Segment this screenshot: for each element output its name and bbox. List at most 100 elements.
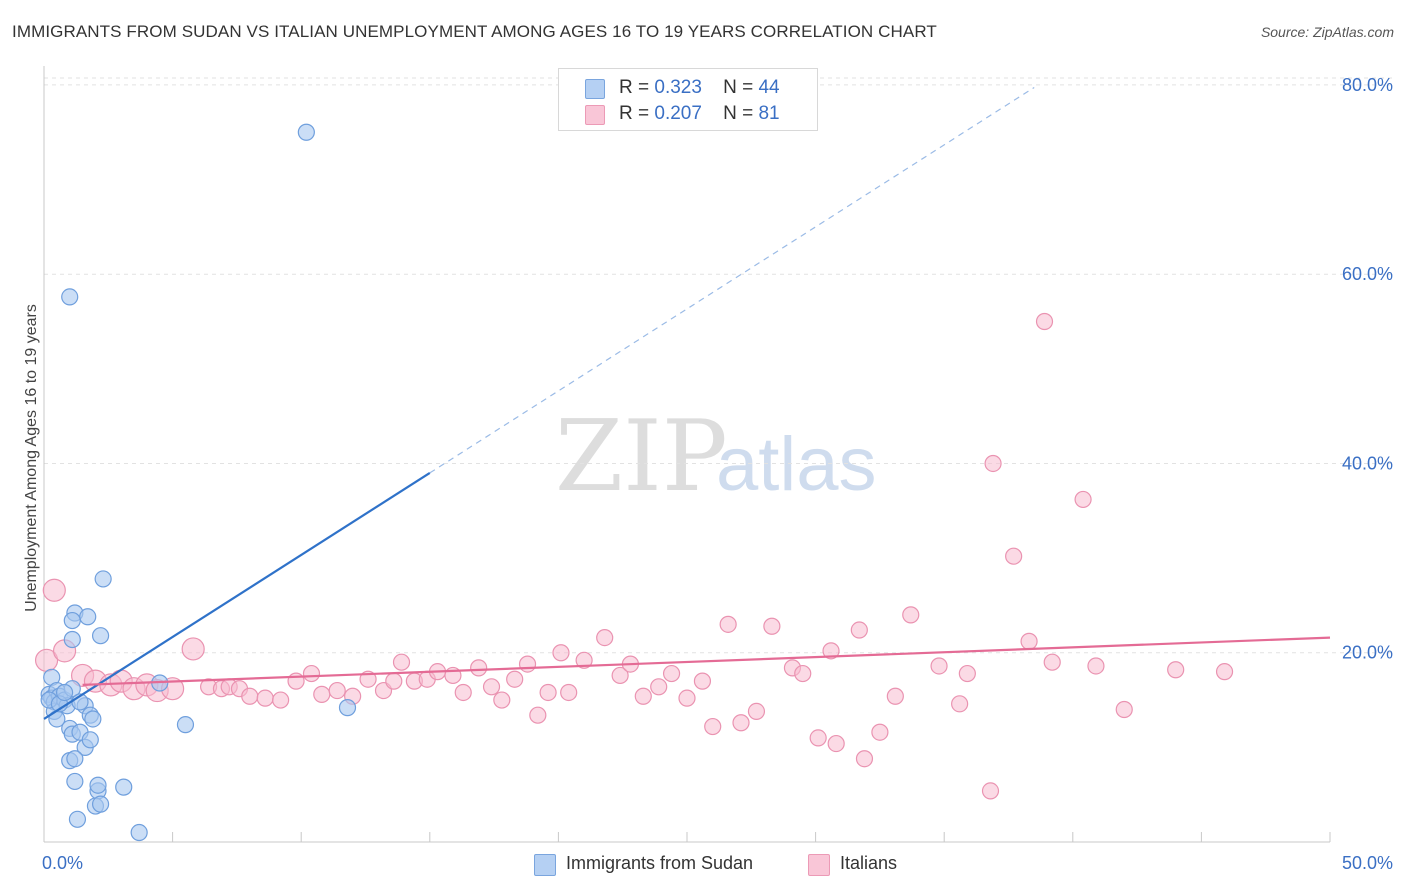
point-italians-11 bbox=[181, 637, 205, 661]
series-legend-label-sudan: Immigrants from Sudan bbox=[566, 853, 754, 873]
point-italians-27 bbox=[392, 653, 411, 671]
point-sudan-38 bbox=[297, 123, 315, 141]
legend-r-label: R = bbox=[619, 77, 650, 98]
point-italians-62 bbox=[855, 750, 874, 768]
point-italians-73 bbox=[1035, 312, 1054, 331]
point-italians-49 bbox=[678, 689, 696, 707]
series-legend: Immigrants from Sudan Italians bbox=[0, 852, 1406, 878]
legend-n-value-sudan: 44 bbox=[758, 77, 780, 98]
y-tick-label-2: 60.0% bbox=[1342, 264, 1393, 284]
point-italians-39 bbox=[539, 683, 557, 702]
series-immigrants-from-sudan bbox=[40, 123, 357, 842]
point-italians-16 bbox=[241, 687, 259, 705]
point-italians-75 bbox=[1074, 490, 1092, 509]
point-italians-64 bbox=[886, 687, 904, 705]
point-italians-74 bbox=[1043, 653, 1061, 671]
trend-line-sudan bbox=[43, 471, 431, 720]
y-tick-label-0: 20.0% bbox=[1342, 643, 1393, 663]
point-italians-34 bbox=[482, 678, 501, 696]
source-credit: Source: ZipAtlas.com bbox=[1260, 24, 1394, 40]
point-italians-22 bbox=[328, 681, 346, 700]
point-italians-46 bbox=[634, 687, 652, 705]
point-italians-57 bbox=[794, 664, 812, 683]
legend-r-value-sudan: 0.323 bbox=[654, 77, 702, 98]
point-sudan-27 bbox=[66, 750, 84, 768]
legend-n-value-italians: 81 bbox=[758, 103, 780, 124]
point-italians-65 bbox=[902, 606, 920, 624]
point-sudan-35 bbox=[130, 823, 148, 842]
point-sudan-28 bbox=[66, 772, 84, 791]
point-sudan-24 bbox=[79, 608, 97, 626]
point-italians-51 bbox=[704, 717, 722, 736]
point-italians-68 bbox=[958, 664, 976, 683]
point-italians-33 bbox=[470, 659, 488, 677]
point-italians-53 bbox=[732, 714, 750, 732]
point-italians-35 bbox=[493, 691, 511, 709]
point-italians-43 bbox=[596, 628, 614, 647]
zipatlas-watermark: ZIP atlas bbox=[555, 400, 877, 514]
axes bbox=[43, 66, 1331, 843]
y-tick-label-3: 80.0% bbox=[1342, 75, 1393, 95]
point-italians-1 bbox=[42, 578, 66, 602]
point-italians-44 bbox=[611, 666, 629, 685]
point-sudan-16 bbox=[63, 630, 81, 649]
point-italians-69 bbox=[981, 782, 1000, 800]
point-italians-26 bbox=[385, 672, 403, 690]
series-legend-swatch-italians bbox=[808, 854, 830, 876]
point-sudan-32 bbox=[89, 776, 107, 794]
legend-n-label: N = bbox=[723, 77, 754, 98]
chart-title: IMMIGRANTS FROM SUDAN VS ITALIAN UNEMPLO… bbox=[12, 22, 937, 41]
point-italians-36 bbox=[506, 670, 524, 688]
legend-swatch-sudan bbox=[585, 79, 605, 99]
point-italians-21 bbox=[313, 685, 331, 703]
tick-labels: 20.0% 40.0% 60.0% 80.0% 0.0% 50.0% bbox=[42, 75, 1393, 873]
point-italians-63 bbox=[871, 723, 889, 741]
x-tick-label-min: 0.0% bbox=[42, 853, 83, 873]
point-sudan-37 bbox=[176, 716, 195, 734]
point-italians-50 bbox=[693, 672, 712, 690]
point-italians-78 bbox=[1167, 661, 1185, 679]
series-legend-label-italians: Italians bbox=[840, 853, 898, 873]
point-italians-60 bbox=[827, 734, 845, 753]
point-sudan-34 bbox=[68, 810, 87, 828]
point-italians-77 bbox=[1115, 700, 1133, 719]
point-italians-54 bbox=[747, 702, 766, 721]
point-italians-59 bbox=[822, 642, 840, 660]
point-italians-47 bbox=[650, 678, 668, 696]
point-sudan-23 bbox=[94, 570, 112, 588]
point-sudan-42 bbox=[55, 683, 74, 702]
point-sudan-22 bbox=[91, 627, 110, 645]
point-sudan-21 bbox=[84, 710, 102, 728]
correlation-legend: R = 0.323 N = 44 R = 0.207 N = 81 bbox=[558, 68, 818, 131]
x-tick-label-max: 50.0% bbox=[1342, 853, 1393, 873]
legend-swatch-italians bbox=[585, 105, 605, 125]
point-italians-38 bbox=[529, 706, 547, 724]
point-italians-79 bbox=[1215, 663, 1234, 681]
trend-line-sudan-extension bbox=[429, 86, 1035, 474]
point-italians-55 bbox=[763, 617, 781, 635]
point-sudan-17 bbox=[61, 288, 79, 306]
point-italians-72 bbox=[1020, 632, 1038, 650]
point-italians-52 bbox=[719, 615, 737, 633]
point-italians-66 bbox=[930, 657, 948, 675]
trend-line-italians bbox=[82, 636, 1331, 687]
y-tick-label-1: 40.0% bbox=[1342, 453, 1393, 473]
point-italians-20 bbox=[302, 664, 321, 683]
legend-r-value-italians: 0.207 bbox=[654, 103, 702, 124]
series-legend-swatch-sudan bbox=[534, 854, 556, 876]
point-italians-40 bbox=[552, 644, 570, 662]
watermark-atlas: atlas bbox=[716, 422, 877, 507]
point-sudan-39 bbox=[338, 699, 357, 717]
point-italians-70 bbox=[984, 454, 1002, 473]
point-italians-41 bbox=[560, 683, 578, 702]
point-italians-71 bbox=[1005, 547, 1023, 565]
point-italians-58 bbox=[809, 729, 827, 747]
watermark-zip: ZIP bbox=[555, 400, 728, 514]
point-sudan-25 bbox=[63, 611, 81, 630]
legend-n-label: N = bbox=[723, 103, 754, 124]
point-sudan-31 bbox=[91, 795, 110, 813]
point-italians-37 bbox=[518, 655, 537, 673]
trend-lines bbox=[43, 86, 1331, 720]
point-italians-42 bbox=[575, 651, 593, 669]
